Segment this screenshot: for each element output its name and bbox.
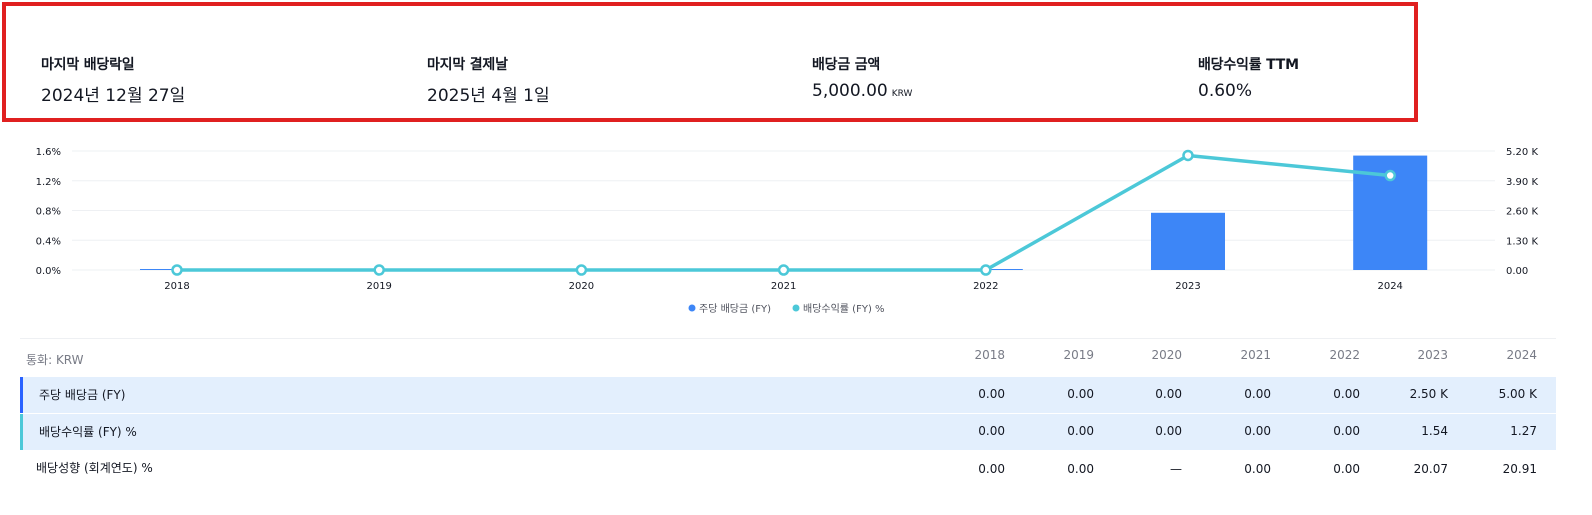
table-cell: 0.00	[1067, 387, 1094, 401]
stat-dividend-yield-ttm: 배당수익률 TTM 0.60%	[1198, 54, 1299, 101]
row-dividend-yield[interactable]: 배당수익률 (FY) % 0.00 0.00 0.00 0.00 0.00 1.54 1.27	[20, 414, 1556, 450]
table-cell: 0.00	[1333, 424, 1360, 438]
stat-ex-dividend-date: 마지막 배당락일 2024년 12월 27일	[41, 54, 185, 106]
year-header-2022: 2022	[1329, 348, 1360, 362]
table-cell: 0.00	[1333, 462, 1360, 476]
right-axis-tick: 3.90 K	[1506, 177, 1538, 188]
year-header-2020: 2020	[1151, 348, 1182, 362]
row-label: 주당 배당금 (FY)	[39, 388, 126, 402]
left-axis-tick: 0.0%	[36, 266, 61, 277]
table-cell: 2.50 K	[1409, 387, 1448, 401]
row-dividend-per-share[interactable]: 주당 배당금 (FY) 0.00 0.00 0.00 0.00 0.00 2.50 K 5.0…	[20, 377, 1556, 413]
stat-payment-date: 마지막 결제날 2025년 4월 1일	[427, 54, 550, 106]
left-axis-tick: 0.8%	[36, 207, 61, 218]
stat-value: 5,000.00 KRW	[812, 81, 912, 101]
right-axis-tick: 1.30 K	[1506, 236, 1538, 247]
table-cell: 0.00	[1333, 387, 1360, 401]
left-axis-tick: 1.2%	[36, 177, 61, 188]
stat-label: 배당금 금액	[812, 57, 881, 73]
dividend-summary-box: 마지막 배당락일 2024년 12월 27일 마지막 결제날 2025년 4월 …	[2, 2, 1418, 122]
legend-label-yield: 배당수익률 (FY) %	[803, 303, 885, 315]
table-cell: 0.00	[1155, 387, 1182, 401]
stat-label: 배당수익률 TTM	[1198, 57, 1299, 73]
x-axis-tick: 2021	[771, 281, 796, 292]
table-cell: 20.07	[1413, 462, 1448, 476]
left-axis-tick: 0.4%	[36, 236, 61, 247]
stat-dividend-amount: 배당금 금액 5,000.00 KRW	[812, 54, 912, 101]
x-axis-tick: 2024	[1377, 281, 1402, 292]
table-cell: 0.00	[978, 424, 1005, 438]
table-cell: 0.00	[978, 387, 1005, 401]
table-body: 주당 배당금 (FY) 0.00 0.00 0.00 0.00 0.00 2.50 K 5.0…	[20, 377, 1556, 488]
table-cell: 0.00	[1244, 462, 1271, 476]
table-header-row: 통화: KRW 2018 2019 2020 2021 2022 2023 2024	[20, 339, 1556, 377]
yield-point-2021	[777, 264, 790, 276]
table-cell: 0.00	[1244, 387, 1271, 401]
amount-currency: KRW	[891, 89, 913, 99]
table-cell: 0.00	[1244, 424, 1271, 438]
bar-2023	[1151, 212, 1225, 270]
row-label: 배당수익률 (FY) %	[39, 425, 137, 439]
legend-dot-yield	[792, 304, 800, 312]
dividend-chart: 0.0% 0.00 0.4% 1.30 K 0.8% 2.60 K 1.2% 3.90 K 1.…	[36, 147, 1539, 315]
year-header-2019: 2019	[1063, 348, 1094, 362]
row-label: 배당성향 (회계연도) %	[36, 461, 153, 475]
yield-point-2019	[373, 264, 385, 276]
right-axis-tick: 0.00	[1506, 266, 1528, 277]
table-cell: 1.54	[1421, 424, 1448, 438]
table-cell: 0.00	[1155, 424, 1182, 438]
yield-point-2024	[1384, 169, 1396, 182]
table-cell: 0.00	[1067, 462, 1094, 476]
year-header-2024: 2024	[1506, 348, 1537, 362]
x-axis-tick: 2022	[973, 281, 998, 292]
year-header-2021: 2021	[1240, 348, 1271, 362]
table-cell: 0.00	[1067, 424, 1094, 438]
right-axis-tick: 5.20 K	[1506, 147, 1538, 158]
stat-value: 2024년 12월 27일	[41, 86, 186, 106]
stat-label: 마지막 배당락일	[41, 57, 135, 73]
stat-value: 2025년 4월 1일	[427, 86, 550, 106]
table-cell: 1.27	[1510, 424, 1537, 438]
table-cell: —	[1170, 462, 1182, 476]
x-axis-tick: 2019	[366, 281, 391, 292]
dividend-history-table: 통화: KRW 2018 2019 2020 2021 2022 2023 2024 주당 …	[20, 338, 1556, 488]
table-cell: 5.00 K	[1498, 387, 1537, 401]
x-axis-tick: 2018	[164, 281, 189, 292]
left-axis-tick: 1.6%	[36, 147, 61, 158]
x-axis-tick: 2023	[1175, 281, 1200, 292]
right-axis-tick: 2.60 K	[1506, 207, 1538, 218]
year-header-2023: 2023	[1417, 348, 1448, 362]
stat-label: 마지막 결제날	[427, 57, 508, 73]
stat-value: 0.60%	[1198, 81, 1253, 101]
legend-dot-dps	[688, 304, 696, 312]
yield-point-2020	[575, 264, 588, 276]
yield-point-2023	[1182, 149, 1194, 162]
yield-point-2018	[171, 264, 183, 276]
row-payout-ratio[interactable]: 배당성향 (회계연도) % 0.00 0.00 — 0.00 0.00 20.07 20.91	[20, 450, 1556, 488]
yield-point-2022	[980, 264, 992, 276]
table-cell: 20.91	[1502, 462, 1537, 476]
x-axis-tick: 2020	[569, 281, 594, 292]
amount-value: 5,000.00	[812, 81, 888, 101]
year-header-2018: 2018	[974, 348, 1005, 362]
currency-label: 통화: KRW	[26, 353, 84, 367]
legend-label-dps: 주당 배당금 (FY)	[699, 303, 771, 315]
table-cell: 0.00	[978, 462, 1005, 476]
